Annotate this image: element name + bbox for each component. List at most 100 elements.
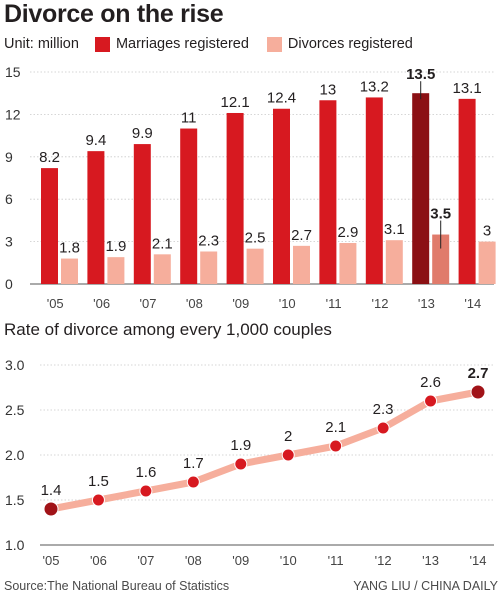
data-label-marriages: 12.4 xyxy=(267,90,296,107)
data-label: 2.1 xyxy=(325,419,346,436)
data-label-divorces: 2.7 xyxy=(291,227,312,244)
x-tick-label: '09 xyxy=(232,296,249,311)
bar-marriages xyxy=(87,151,105,284)
data-label-marriages: 13 xyxy=(320,81,337,98)
bar-marriages xyxy=(319,100,337,285)
data-label-marriages: 11 xyxy=(181,110,197,127)
data-label-divorces: 3.1 xyxy=(384,221,405,238)
x-tick-label: '12 xyxy=(375,553,392,568)
line-chart-title: Rate of divorce among every 1,000 couple… xyxy=(4,320,332,339)
y-tick-label: 1.5 xyxy=(5,492,25,508)
bar-divorces xyxy=(339,243,357,284)
bar-marriages xyxy=(412,93,430,284)
bar-marriages xyxy=(226,112,244,284)
bar-chart: 0 3 6 9 12 15 8.2 1.8 '05 9.4 1.9 '06 9.9 2.1 '07 11 2.3… xyxy=(5,64,496,311)
y-tick-label: 2.0 xyxy=(5,447,25,463)
data-point xyxy=(139,484,153,498)
bar-divorces xyxy=(107,257,125,284)
y-tick-label: 9 xyxy=(5,149,13,165)
x-tick-label: '11 xyxy=(326,296,342,311)
data-point xyxy=(43,501,59,517)
data-label: 1.4 xyxy=(41,482,62,499)
data-label: 2.7 xyxy=(468,365,489,382)
y-tick-label: 6 xyxy=(5,191,13,207)
data-label: 1.7 xyxy=(183,455,204,472)
x-tick-label: '10 xyxy=(279,296,296,311)
data-label: 1.6 xyxy=(135,464,156,481)
data-label: 1.5 xyxy=(88,473,109,490)
data-label: 2.6 xyxy=(420,374,441,391)
data-point xyxy=(186,475,200,489)
series-line xyxy=(47,388,482,513)
data-label-marriages: 13.2 xyxy=(360,78,389,95)
bar-divorces xyxy=(293,245,310,284)
data-point xyxy=(424,394,438,408)
data-label-marriages: 12.1 xyxy=(220,94,249,111)
bar-marriages xyxy=(41,168,58,284)
data-label-divorces: 2.1 xyxy=(152,235,173,252)
x-tick-label: '05 xyxy=(43,553,60,568)
x-tick-label: '09 xyxy=(232,553,249,568)
data-label: 1.9 xyxy=(230,437,251,454)
legend: Unit: million Marriages registered Divor… xyxy=(4,34,431,54)
bar-divorces xyxy=(61,258,78,284)
data-label-divorces: 2.9 xyxy=(337,224,358,241)
legend-swatch-divorces xyxy=(266,36,282,52)
data-label-marriages: 8.2 xyxy=(39,149,60,166)
data-label-marriages: 9.4 xyxy=(85,132,106,149)
data-point xyxy=(329,439,343,453)
source-note: Source:The National Bureau of Statistics xyxy=(4,579,230,593)
legend-label-marriages: Marriages registered xyxy=(115,36,249,52)
x-tick-label: '07 xyxy=(137,553,154,568)
data-point xyxy=(281,448,295,462)
y-tick-label: 1.0 xyxy=(5,537,25,553)
x-tick-label: '06 xyxy=(93,296,110,311)
data-label-marriages: 13.1 xyxy=(452,80,481,97)
y-tick-label: 2.5 xyxy=(5,402,25,418)
data-label-divorces: 3 xyxy=(483,223,491,240)
data-point xyxy=(91,493,105,507)
data-point xyxy=(470,384,486,400)
legend-label-divorces: Divorces registered xyxy=(287,36,413,52)
x-tick-label: '13 xyxy=(422,553,439,568)
legend-item-marriages: Marriages registered xyxy=(94,36,249,52)
x-tick-label: '14 xyxy=(470,553,487,568)
x-tick-label: '14 xyxy=(464,296,481,311)
bar-divorces xyxy=(153,254,171,284)
bar-marriages xyxy=(273,108,290,284)
data-label-divorces: 1.9 xyxy=(105,238,126,255)
bar-divorces xyxy=(200,251,218,284)
x-tick-label: '08 xyxy=(185,553,202,568)
y-tick-label: 3.0 xyxy=(5,357,25,373)
data-label-divorces: 2.5 xyxy=(245,230,266,247)
x-tick-label: '08 xyxy=(186,296,203,311)
unit-label: Unit: million xyxy=(4,36,79,52)
data-label: 2.3 xyxy=(373,401,394,418)
bar-marriages xyxy=(180,128,198,284)
data-point xyxy=(376,421,390,435)
bar-marriages xyxy=(458,98,476,284)
x-tick-label: '06 xyxy=(90,553,107,568)
data-label-divorces: 1.8 xyxy=(59,240,80,257)
data-label-marriages: 13.5 xyxy=(406,66,435,83)
data-label-divorces: 3.5 xyxy=(430,206,451,223)
x-tick-label: '07 xyxy=(140,296,157,311)
x-tick-label: '13 xyxy=(418,296,435,311)
y-tick-label: 12 xyxy=(5,106,21,122)
data-label-marriages: 9.9 xyxy=(132,125,153,142)
x-tick-label: '11 xyxy=(328,553,344,568)
chart-title: Divorce on the rise xyxy=(4,0,224,28)
bar-divorces xyxy=(432,234,450,284)
data-point xyxy=(234,457,248,471)
bar-divorces xyxy=(478,241,496,284)
credit-note: YANG LIU / CHINA DAILY xyxy=(353,579,498,593)
x-tick-label: '05 xyxy=(47,296,64,311)
y-tick-label: 15 xyxy=(5,64,21,80)
bar-divorces xyxy=(385,240,403,284)
bar-divorces xyxy=(246,248,264,284)
y-tick-label: 0 xyxy=(5,276,13,292)
data-label: 2 xyxy=(284,428,292,445)
legend-swatch-marriages xyxy=(94,36,110,52)
y-tick-label: 3 xyxy=(5,234,13,250)
